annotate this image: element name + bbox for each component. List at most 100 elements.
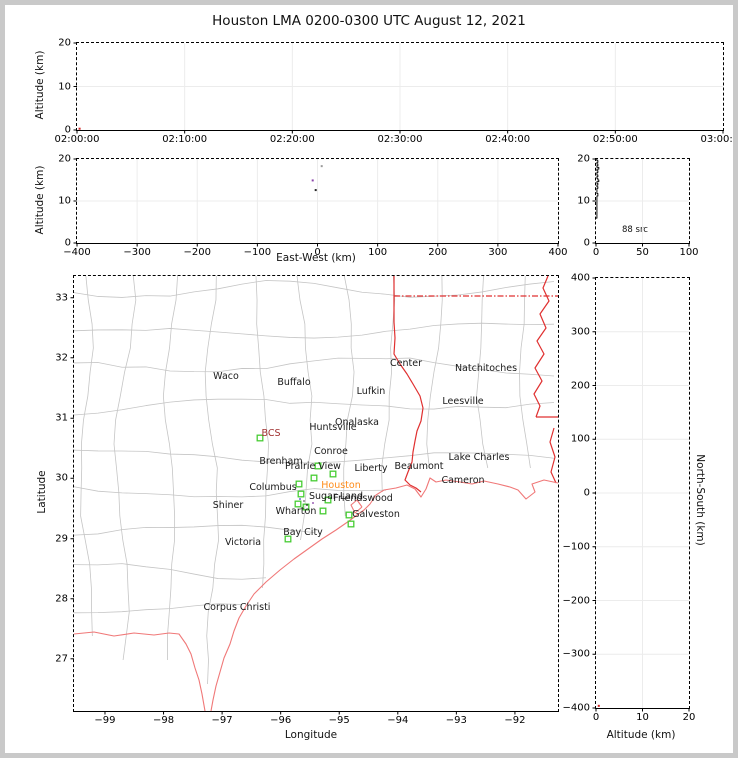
tick-label: 20 (577, 153, 590, 165)
tick-label: 10 (636, 712, 649, 723)
tick-label: −200 (183, 247, 211, 258)
tick-label: 0 (592, 247, 600, 258)
tick-label: 20 (682, 712, 696, 723)
tick-label: 02:40:00 (485, 134, 531, 145)
tick-label: 32 (55, 352, 68, 364)
lma-station-marker (256, 434, 264, 442)
city-label: Onalaska (335, 417, 379, 428)
city-label: Sugar Land (309, 491, 363, 502)
city-label: Buffalo (277, 377, 311, 388)
lma-station-marker (324, 496, 332, 504)
tick-label: 400 (570, 272, 590, 284)
city-label: Prairie View (285, 461, 341, 472)
tick-label: −100 (243, 247, 272, 258)
city-label: Center (390, 358, 422, 369)
city-label: Beaumont (394, 461, 443, 472)
panel-altitude-vs-time: 02:00:00 02:10:00 02:20:00 02:30:00 02:40:00… (55, 38, 733, 146)
figure-title: Houston LMA 0200-0300 UTC August 12, 202… (212, 13, 526, 29)
lma-station-marker (329, 470, 337, 478)
y-axis-label-latitude: Latitude (36, 470, 48, 514)
tick-label: 0 (64, 237, 71, 249)
tick-label: 10 (577, 195, 590, 207)
city-label: Huntsville (309, 422, 356, 433)
ew_height-canvas (73, 158, 559, 247)
city-label: Wharton (276, 506, 317, 517)
tick-label: 28 (55, 593, 68, 605)
city-label: Waco (213, 371, 239, 382)
lma-station-marker (310, 474, 318, 482)
city-label: Friendswood (333, 493, 393, 504)
tick-label: 200 (428, 247, 448, 258)
x-axis-label-east-west: East-West (km) (276, 252, 356, 264)
city-label: Houston (321, 480, 360, 491)
city-label: Victoria (225, 537, 261, 548)
city-label: Bay City (283, 527, 323, 538)
city-label: Shiner (213, 500, 244, 511)
lma-station-marker (294, 500, 302, 508)
city-label: Galveston (352, 509, 400, 520)
tick-label: 30 (55, 472, 68, 484)
tick-label: 29 (55, 533, 68, 545)
tick-label: −99 (94, 715, 116, 726)
panel-source-count-profile: 88 src 0 50 100 20 10 0 (577, 154, 698, 259)
tick-label: −97 (211, 715, 233, 726)
city-label: Liberty (354, 463, 387, 474)
city-label: Columbus (249, 482, 296, 493)
tick-label: 02:20:00 (269, 134, 315, 145)
tick-label: 10 (58, 195, 71, 207)
tick-label: −93 (445, 715, 467, 726)
city-label: Conroe (314, 446, 348, 457)
src_profile-canvas (592, 158, 690, 247)
lma-station-marker (345, 511, 353, 519)
tick-label: 0 (64, 124, 71, 136)
city-label: Lake Charles (449, 452, 510, 463)
tick-label: −100 (562, 541, 590, 553)
tick-label: 20 (58, 37, 71, 49)
tick-label: −98 (152, 715, 175, 726)
time_height-canvas (73, 42, 724, 134)
tick-label: 0 (592, 712, 600, 723)
x-axis-label-altitude-ns-panel: Altitude (km) (606, 729, 676, 741)
tick-label: 02:00:00 (54, 134, 100, 145)
lma-station-marker (314, 462, 322, 470)
city-label: BCS (261, 428, 280, 439)
panel-altitude-vs-east-west: −400 −300 −200 −100 0 100 200 300 400 20 10 0 (58, 154, 567, 259)
tick-label: 0 (583, 487, 590, 499)
city-label: Brenham (259, 456, 302, 467)
city-label: Natchitoches (455, 363, 517, 374)
ns_height-canvas (592, 277, 690, 712)
tick-label: −92 (504, 715, 526, 726)
tick-label: 02:10:00 (162, 134, 208, 145)
tick-label: −95 (328, 715, 350, 726)
city-label: Leesville (442, 396, 483, 407)
y-axis-label-north-south: North-South (km) (694, 454, 706, 546)
tick-label: −300 (562, 648, 590, 660)
tick-label: 300 (488, 247, 508, 258)
tick-label: −400 (63, 247, 91, 258)
tick-label: 100 (368, 247, 388, 258)
panel-plan-view-map: Waco Buffalo Lufkin Center Natchitoches Leesv… (55, 275, 559, 726)
tick-label: 0 (314, 247, 321, 258)
map-canvas: Waco Buffalo Lufkin Center Natchitoches Leesv… (70, 275, 559, 715)
tick-label: 100 (570, 433, 590, 445)
lma-station-marker (284, 535, 292, 543)
lma-station-marker (297, 490, 305, 498)
x-axis-label-longitude: Longitude (284, 729, 338, 741)
tick-label: 20 (58, 153, 71, 165)
lma-station-marker (347, 520, 355, 528)
tick-label: −94 (387, 715, 409, 726)
tick-label: 31 (55, 412, 68, 424)
tick-label: −300 (123, 247, 151, 258)
tick-label: 300 (570, 326, 590, 338)
city-label: Cameron (441, 475, 484, 486)
tick-label: 10 (58, 81, 71, 92)
tick-label: 33 (55, 292, 68, 304)
tick-label: 50 (636, 247, 649, 258)
tick-label: −400 (562, 702, 590, 714)
lma-station-marker (319, 507, 327, 515)
tick-label: −200 (562, 595, 590, 606)
tick-label: 02:50:00 (592, 134, 638, 145)
tick-label: 400 (548, 247, 568, 258)
tick-label: −96 (270, 715, 292, 726)
